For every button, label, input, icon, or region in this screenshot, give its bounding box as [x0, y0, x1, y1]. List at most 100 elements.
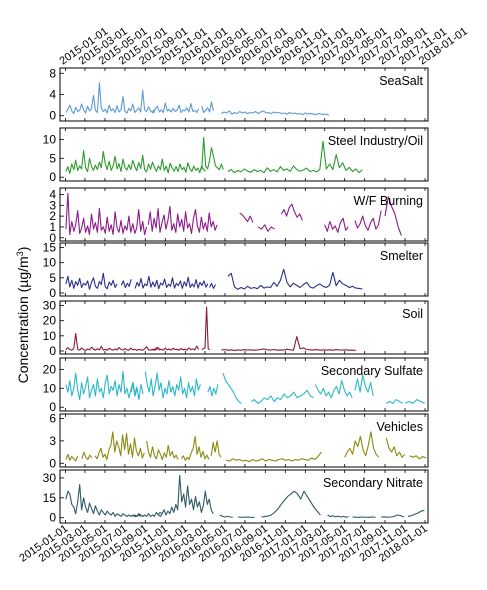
panel-label: Vehicles	[376, 420, 423, 434]
series-line	[327, 514, 349, 518]
series-line	[151, 102, 200, 114]
y-tick-label: 10	[43, 132, 57, 146]
y-axis-label-superscript: 3	[15, 251, 25, 256]
series-line	[354, 374, 374, 397]
bottom-x-tick-labels: 2015-01-012015-03-012015-05-012015-07-01…	[17, 523, 429, 565]
y-tick-label: 3	[49, 198, 56, 212]
top-x-tick-labels: 2015-01-012015-03-012015-05-012015-07-01…	[57, 25, 469, 67]
series-line	[65, 453, 79, 462]
series-line	[147, 205, 218, 234]
series-line	[384, 196, 402, 236]
y-tick-label: 1	[49, 220, 56, 234]
series-line	[404, 399, 425, 404]
y-tick-label: 0	[49, 231, 56, 245]
y-tick-label: 0	[49, 511, 56, 525]
series-line	[134, 275, 209, 290]
series-line	[120, 279, 132, 289]
panel-label: Secondary Nitrate	[323, 476, 423, 490]
series-line	[65, 82, 155, 115]
series-line	[94, 431, 145, 461]
y-tick-label: 5	[49, 151, 56, 165]
series-line	[65, 370, 138, 401]
series-line	[222, 372, 242, 404]
panel-secondary-sulfate: 0 10 20 Secondary Sulfate	[43, 357, 429, 414]
panel-frame	[59, 127, 429, 182]
y-tick-label: 10	[43, 381, 57, 395]
series-line	[65, 333, 161, 351]
series-line	[227, 268, 363, 290]
series-line	[381, 514, 405, 518]
y-tick-label: 15	[43, 491, 57, 505]
series-line	[386, 399, 403, 404]
series-line	[65, 192, 148, 236]
series-line	[65, 484, 142, 517]
panel-frame	[59, 187, 429, 242]
series-line	[207, 384, 219, 397]
series-line	[227, 140, 363, 174]
y-axis-label: Concentration (µg/m3)	[15, 247, 31, 384]
series-line	[81, 451, 93, 461]
series-line	[201, 136, 224, 171]
y-tick-label: 0	[49, 344, 56, 358]
series-line	[239, 212, 254, 223]
y-axis-label-text: Concentration (µg/m	[15, 256, 31, 383]
series-line	[385, 437, 406, 458]
series-line	[146, 440, 179, 461]
panel-seasalt: 0 4 8 SeaSalt	[49, 66, 429, 123]
y-tick-label: 30	[43, 299, 57, 313]
series-line	[219, 514, 233, 518]
y-tick-label: 0	[49, 109, 56, 123]
series-line	[407, 509, 425, 517]
series-line	[209, 282, 216, 289]
y-tick-label: 6	[49, 411, 56, 425]
series-line	[65, 150, 206, 174]
y-axis-label-close: )	[15, 247, 31, 252]
panel-steel-industry-oil: 0 5 10 Steel Industry/Oil	[43, 127, 429, 184]
panel-frame	[59, 242, 429, 297]
series-line	[314, 380, 353, 399]
panel-label: SeaSalt	[379, 74, 423, 88]
y-tick-label: 20	[43, 314, 57, 328]
series-line	[144, 371, 201, 399]
panel-vehicles: 0 3 6 Vehicles	[49, 411, 429, 470]
series-line	[226, 451, 322, 463]
series-line	[409, 455, 427, 460]
series-line	[221, 336, 356, 351]
y-tick-label: 4	[49, 88, 56, 102]
panel-label: Smelter	[380, 249, 423, 263]
panel-frame	[59, 67, 429, 122]
y-tick-label: 4	[49, 187, 56, 201]
y-tick-label: 0	[49, 170, 56, 184]
series-line	[157, 474, 214, 516]
y-tick-label: 30	[43, 471, 57, 485]
y-tick-label: 8	[49, 66, 56, 80]
y-tick-label: 2	[49, 209, 56, 223]
series-line	[130, 382, 144, 401]
series-line	[250, 389, 314, 404]
y-tick-label: 5	[49, 271, 56, 285]
series-line	[261, 490, 321, 518]
series-line	[180, 435, 210, 461]
y-tick-label: 15	[43, 241, 57, 255]
series-line	[344, 431, 380, 458]
series-line	[324, 217, 349, 233]
series-line	[132, 511, 163, 517]
y-tick-label: 3	[49, 434, 56, 448]
y-tick-label: 0	[49, 456, 56, 470]
series-line	[151, 345, 200, 351]
series-line	[210, 440, 222, 458]
y-tick-label: 10	[43, 329, 57, 343]
panel-label: Soil	[402, 307, 423, 321]
series-line	[221, 110, 330, 116]
panel-label: Secondary Sulfate	[321, 364, 423, 378]
series-line	[257, 224, 275, 232]
series-line	[201, 306, 211, 351]
panel-label: Steel Industry/Oil	[328, 134, 423, 148]
series-line	[201, 101, 215, 114]
series-line	[354, 210, 382, 231]
panel-frame	[59, 300, 429, 355]
